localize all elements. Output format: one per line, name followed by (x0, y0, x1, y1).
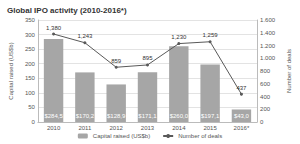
svg-text:$284,5: $284,5 (44, 113, 63, 119)
svg-text:Capital raised (US$b): Capital raised (US$b) (8, 42, 14, 99)
svg-text:0: 0 (32, 119, 36, 125)
svg-text:1,230: 1,230 (171, 34, 187, 40)
svg-text:2015: 2015 (203, 125, 217, 131)
svg-text:100: 100 (25, 90, 36, 96)
svg-text:600: 600 (260, 81, 271, 87)
svg-text:1.200: 1.200 (260, 43, 276, 49)
svg-text:2016*: 2016* (234, 125, 250, 131)
svg-text:800: 800 (260, 68, 271, 74)
svg-text:1.400: 1.400 (260, 30, 276, 36)
svg-text:400: 400 (260, 94, 271, 100)
svg-text:Number of deals: Number of deals (178, 133, 222, 139)
svg-text:2010: 2010 (47, 125, 61, 131)
svg-text:2013: 2013 (141, 125, 155, 131)
svg-text:895: 895 (142, 55, 153, 61)
svg-text:Number of deals: Number of deals (286, 49, 292, 93)
svg-text:859: 859 (111, 58, 122, 64)
svg-text:437: 437 (236, 85, 247, 91)
svg-text:Global IPO activity (2010-2016: Global IPO activity (2010-2016*) (7, 6, 127, 15)
svg-text:50: 50 (28, 104, 35, 110)
svg-text:150: 150 (25, 75, 36, 81)
svg-text:Capital raised (US$b): Capital raised (US$b) (93, 133, 150, 139)
svg-text:0: 0 (260, 119, 264, 125)
svg-text:250: 250 (25, 46, 36, 52)
svg-text:1.600: 1.600 (260, 17, 276, 23)
svg-text:1.000: 1.000 (260, 55, 276, 61)
svg-text:1,243: 1,243 (77, 33, 93, 39)
svg-text:$260,0: $260,0 (170, 113, 189, 119)
svg-text:2011: 2011 (78, 125, 92, 131)
svg-text:200: 200 (25, 61, 36, 67)
svg-text:$43,0: $43,0 (234, 113, 250, 119)
svg-text:$128,9: $128,9 (107, 113, 126, 119)
svg-text:1,380: 1,380 (46, 25, 62, 31)
svg-text:2014: 2014 (172, 125, 186, 131)
svg-text:$170,2: $170,2 (76, 113, 95, 119)
svg-text:200: 200 (260, 106, 271, 112)
svg-text:300: 300 (25, 32, 36, 38)
svg-text:1,259: 1,259 (203, 32, 219, 38)
svg-text:$197,1: $197,1 (201, 113, 220, 119)
svg-text:350: 350 (25, 17, 36, 23)
svg-text:2012: 2012 (110, 125, 124, 131)
svg-text:$171,1: $171,1 (138, 113, 157, 119)
